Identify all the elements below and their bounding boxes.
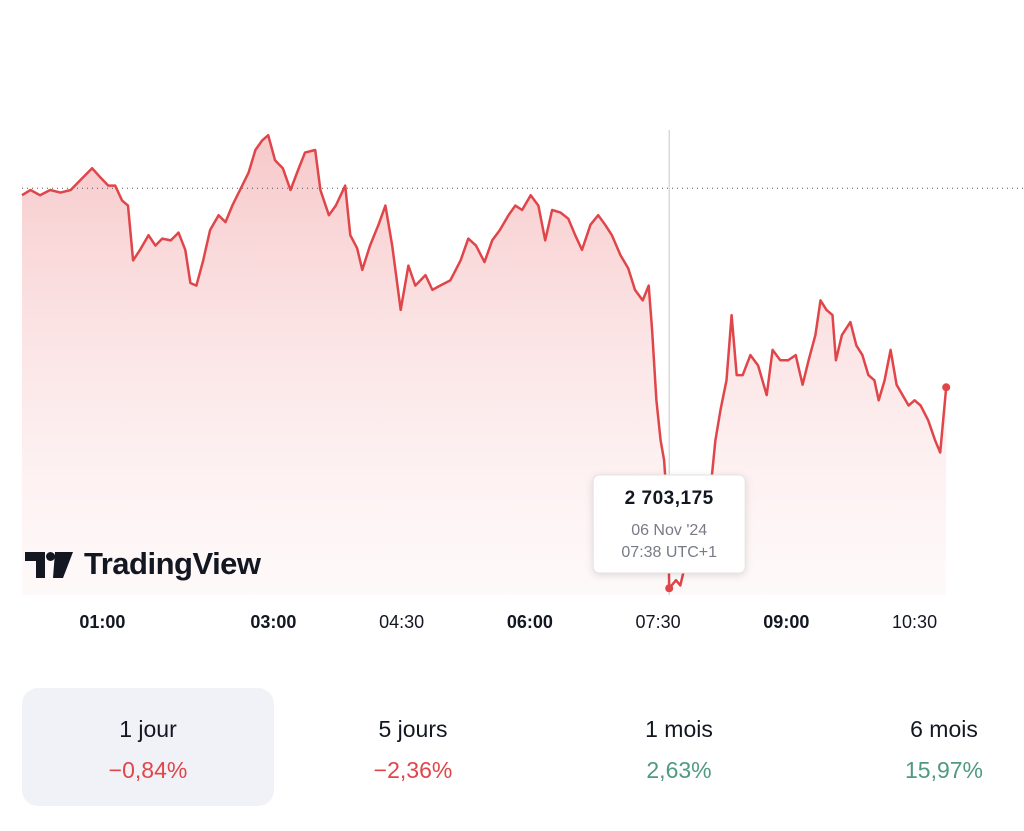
period-change: 2,63% bbox=[646, 757, 712, 783]
period-label: 5 jours bbox=[378, 716, 448, 742]
hover-point bbox=[665, 584, 674, 593]
last-point bbox=[942, 383, 951, 392]
price-line bbox=[21, 133, 948, 590]
tooltip-box bbox=[592, 474, 746, 574]
logo-icon-dot bbox=[46, 552, 55, 561]
period-change: −2,36% bbox=[373, 757, 453, 783]
logo: TradingView bbox=[25, 546, 262, 581]
period-label: 1 mois bbox=[645, 716, 713, 742]
chart: 2 703,175 06 Nov '24 07:38 UTC+1 TradingVie… bbox=[21, 130, 1024, 632]
tooltip-value: 2 703,175 bbox=[625, 488, 714, 509]
x-tick-label: 04:30 bbox=[379, 612, 424, 632]
x-tick-label: 01:00 bbox=[79, 612, 125, 632]
period-tab[interactable]: 6 mois 15,97% bbox=[818, 688, 1024, 806]
period-change: 15,97% bbox=[904, 757, 983, 783]
tooltip: 2 703,175 06 Nov '24 07:38 UTC+1 bbox=[592, 474, 746, 574]
period-tab[interactable]: 1 mois 2,63% bbox=[553, 688, 805, 806]
period-label: 1 jour bbox=[119, 716, 177, 742]
tooltip-date: 06 Nov '24 bbox=[631, 522, 707, 539]
logo-text: TradingView bbox=[84, 546, 262, 581]
x-tick-label: 07:30 bbox=[636, 612, 681, 632]
period-tab[interactable]: 1 jour −0,84% bbox=[22, 688, 274, 806]
tooltip-time: 07:38 UTC+1 bbox=[621, 544, 717, 561]
x-tick-label: 03:00 bbox=[250, 612, 296, 632]
x-tick-label: 10:30 bbox=[892, 612, 937, 632]
period-change: −0,84% bbox=[108, 757, 188, 783]
period-tab[interactable]: 5 jours −2,36% bbox=[287, 688, 539, 806]
x-tick-label: 06:00 bbox=[507, 612, 553, 632]
logo-icon bbox=[25, 552, 73, 578]
period-label: 6 mois bbox=[910, 716, 978, 742]
period-selector: 1 jour −0,84% 5 jours −2,36% 1 mois 2,63% 6 mo… bbox=[0, 688, 1024, 806]
x-tick-label: 09:00 bbox=[763, 612, 809, 632]
